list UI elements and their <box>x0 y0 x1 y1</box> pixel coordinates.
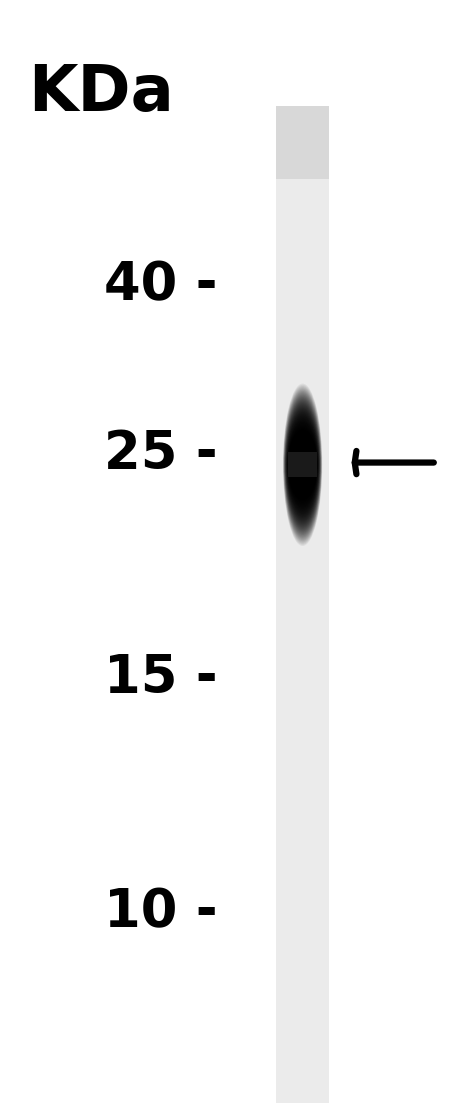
Ellipse shape <box>289 430 316 500</box>
Ellipse shape <box>286 408 319 522</box>
Ellipse shape <box>285 400 320 530</box>
Ellipse shape <box>283 384 322 547</box>
Ellipse shape <box>286 405 320 524</box>
Ellipse shape <box>286 403 320 526</box>
Text: 10 -: 10 - <box>103 887 217 939</box>
Ellipse shape <box>284 393 321 536</box>
Ellipse shape <box>286 412 319 517</box>
Ellipse shape <box>287 418 318 512</box>
Ellipse shape <box>285 402 320 528</box>
Ellipse shape <box>288 429 317 501</box>
Ellipse shape <box>284 389 322 541</box>
Bar <box>276 106 329 179</box>
Ellipse shape <box>287 420 318 510</box>
Ellipse shape <box>286 413 319 516</box>
Ellipse shape <box>284 394 321 535</box>
Ellipse shape <box>285 399 321 531</box>
Ellipse shape <box>283 388 322 542</box>
Ellipse shape <box>288 424 317 505</box>
Text: 25 -: 25 - <box>103 428 217 479</box>
Text: 40 -: 40 - <box>103 260 217 311</box>
Ellipse shape <box>287 416 318 514</box>
Ellipse shape <box>289 431 316 498</box>
Ellipse shape <box>288 427 317 503</box>
Ellipse shape <box>287 417 318 513</box>
Ellipse shape <box>285 396 321 533</box>
Bar <box>288 452 317 477</box>
Ellipse shape <box>287 419 318 511</box>
Ellipse shape <box>283 386 322 543</box>
Ellipse shape <box>288 423 317 506</box>
Ellipse shape <box>284 390 322 540</box>
Ellipse shape <box>286 409 319 521</box>
Ellipse shape <box>286 414 319 515</box>
Ellipse shape <box>286 404 320 525</box>
Ellipse shape <box>288 428 317 502</box>
Ellipse shape <box>285 401 320 529</box>
Ellipse shape <box>287 421 318 508</box>
Text: KDa: KDa <box>28 62 173 123</box>
Ellipse shape <box>283 385 322 544</box>
Ellipse shape <box>286 410 319 520</box>
Ellipse shape <box>284 391 322 539</box>
Ellipse shape <box>284 392 321 538</box>
Ellipse shape <box>285 395 321 534</box>
Ellipse shape <box>288 422 317 507</box>
Ellipse shape <box>286 407 319 523</box>
Bar <box>276 106 329 1103</box>
Text: 15 -: 15 - <box>103 652 217 703</box>
